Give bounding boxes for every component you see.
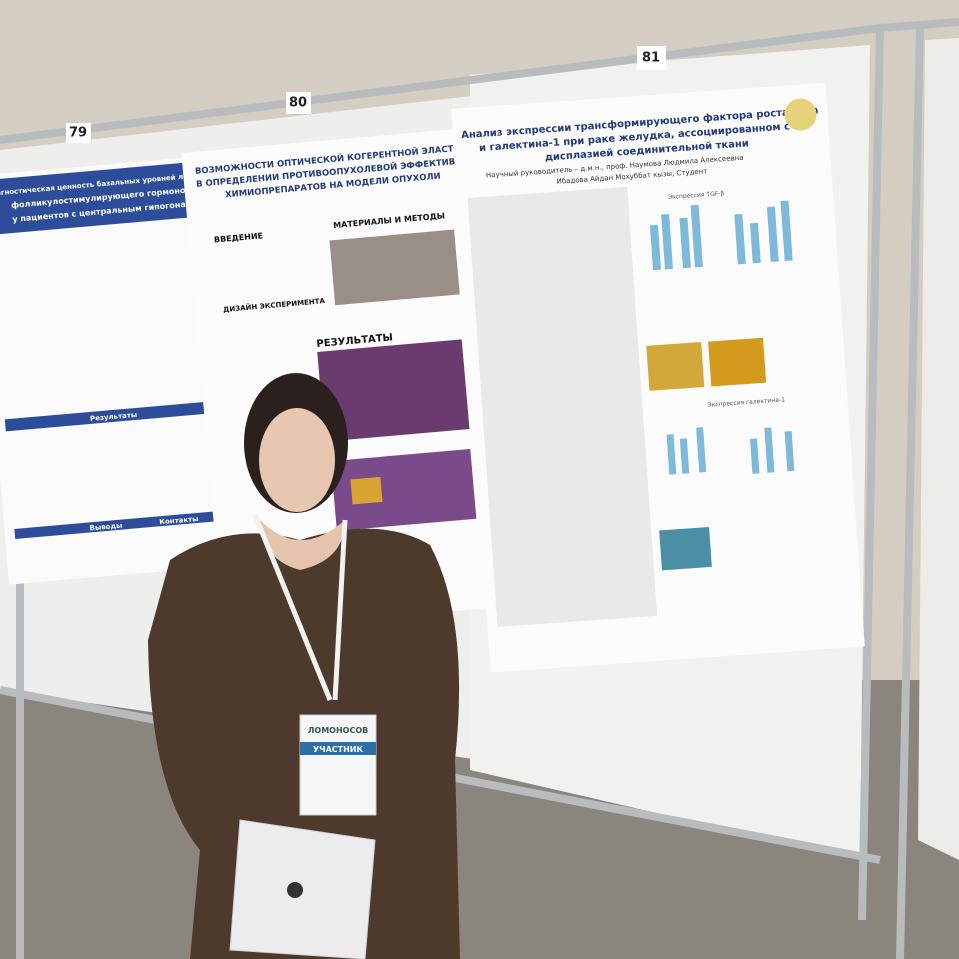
- neck: [260, 520, 345, 570]
- figure: [659, 526, 712, 571]
- poster-header: [0, 161, 208, 236]
- figure: [708, 337, 767, 387]
- board-panel: [918, 38, 959, 860]
- badge: [299, 714, 377, 816]
- badge-role: УЧАСТНИК: [313, 745, 364, 754]
- figure: [317, 339, 470, 442]
- tablet-logo: [287, 882, 303, 898]
- figure: [330, 448, 477, 531]
- number-plate: [637, 46, 666, 70]
- face: [259, 408, 335, 512]
- chart-figure: [649, 200, 793, 271]
- section-title: ВВЕДЕНИЕ: [214, 231, 264, 244]
- text-column: [467, 186, 658, 627]
- figure: [329, 229, 460, 306]
- poster: ВОЗМОЖНОСТИ ОПТИЧЕСКОЙ КОГЕРЕНТНОЙ ЭЛАСТ…: [181, 129, 502, 632]
- lanyard: [252, 514, 348, 701]
- person: ЛОМОНОСОВ УЧАСТНИК: [148, 373, 460, 959]
- section-bar: [4, 401, 206, 432]
- number-plate: [66, 123, 91, 143]
- board-number: 79: [69, 126, 87, 141]
- poster: Анализ экспрессии трансформирующего факт…: [451, 82, 865, 673]
- board-number: 80: [289, 96, 307, 111]
- badge-band: [300, 742, 376, 755]
- board-number: 81: [642, 51, 660, 66]
- chart-figure: [666, 427, 795, 475]
- figure: [350, 476, 383, 505]
- number-plate: [286, 92, 311, 114]
- figure: [646, 342, 705, 391]
- section-title: Экспрессия TGF-β: [668, 190, 725, 201]
- section-title: Выводы: [89, 522, 122, 533]
- section-bar: [14, 511, 215, 539]
- section-title: Контакты: [159, 515, 199, 526]
- badge-org: ЛОМОНОСОВ: [308, 726, 368, 735]
- poster-sheet: [0, 156, 239, 585]
- logo: [784, 98, 817, 131]
